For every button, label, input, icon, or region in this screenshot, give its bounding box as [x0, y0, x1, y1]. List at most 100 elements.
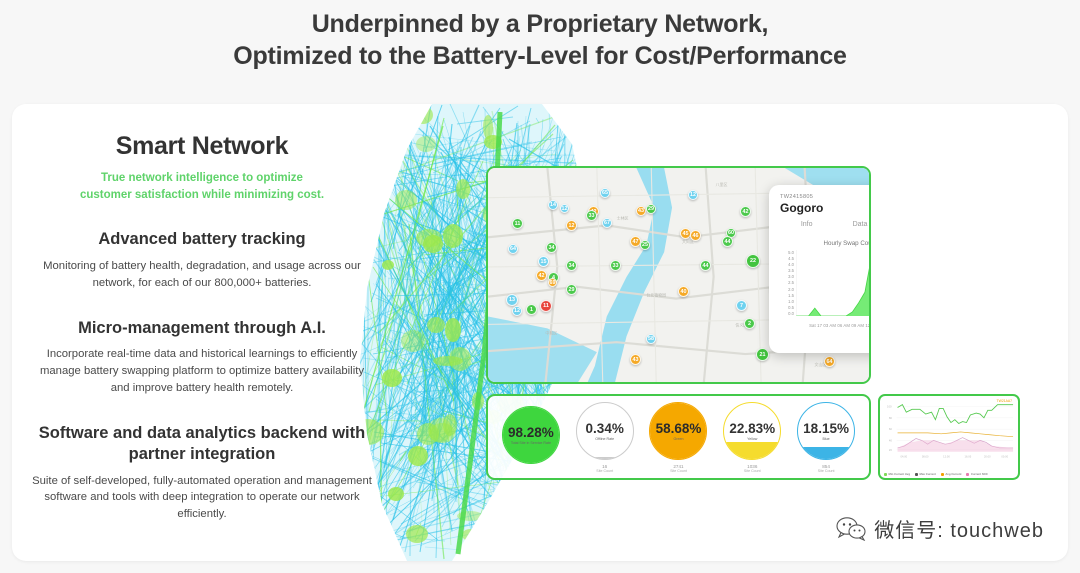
gauge-fill	[650, 402, 707, 459]
copy-tagline-line-1: True network intelligence to optimize	[101, 172, 303, 184]
map-marker[interactable]: 11	[540, 300, 552, 312]
stat-label: Yellow	[747, 436, 758, 441]
map-marker[interactable]: 34	[546, 242, 557, 253]
popup-tabs[interactable]: Info Data Chart	[780, 221, 869, 233]
stat-label: Total Site in Service Rate	[510, 441, 551, 445]
map-marker[interactable]: 22	[746, 254, 760, 268]
tab-data[interactable]: Data	[852, 221, 868, 228]
trend-legend: Min Current Avg Max Current Avg Current …	[884, 472, 1014, 476]
svg-text:中和区: 中和区	[545, 330, 557, 335]
gauge-fill	[798, 447, 855, 459]
map-marker[interactable]: 64	[824, 356, 835, 367]
stat-green[interactable]: 58.68% Green 2741 Site Count	[649, 401, 708, 473]
map-marker[interactable]: 29	[566, 284, 577, 295]
stat-offline[interactable]: 0.34% Offline Rate 16 Site Count	[575, 401, 634, 473]
map-marker[interactable]: 46	[690, 230, 701, 241]
map-marker[interactable]: 42	[740, 206, 751, 217]
svg-text:60: 60	[889, 427, 893, 431]
copy-column: Smart Network True network intelligence …	[32, 132, 372, 523]
map-marker[interactable]: 67	[602, 218, 612, 228]
chart-plot	[796, 250, 869, 316]
map-marker[interactable]: 2	[744, 318, 755, 329]
watermark: 微信号: touchweb	[836, 514, 1044, 543]
stats-panel: 98.28% Total Site in Service Rate 0.34% …	[486, 394, 871, 480]
page-title: Underpinned by a Proprietary Network, Op…	[0, 0, 1080, 72]
chart-title: Hourly Swap Count In Day	[823, 240, 869, 247]
map-marker[interactable]: 65	[600, 188, 610, 198]
legend-label: Min Current Avg	[888, 472, 911, 476]
content-card: Smart Network True network intelligence …	[12, 104, 1068, 561]
map-marker[interactable]: 34	[566, 260, 577, 271]
stat-yellow[interactable]: 22.83% Yellow 1036 Site Count	[723, 401, 782, 473]
watermark-text: 微信号: touchweb	[874, 520, 1044, 542]
station-detail-popup[interactable]: TW2415805 Gogoro ✕ Info Data Chart Hourl…	[769, 185, 871, 353]
map-marker[interactable]: 69	[548, 278, 557, 287]
map-marker[interactable]: 12	[560, 204, 569, 213]
chart-y-axis: 5.0 4.5 4.0 3.5 3.0 2.5 2.0 1.5 1.0 0.5 0.0	[788, 250, 794, 316]
chart-x-axis: Sat 17 03 AM 06 AM 09 AM 12 PM 03 PM 06 …	[809, 323, 871, 328]
feature-block-micro-management: Micro-management through A.I. Incorporat…	[32, 318, 372, 397]
feature-body: Incorporate real-time data and historica…	[39, 348, 364, 395]
stat-count: 2741	[673, 463, 684, 469]
stat-label: Green	[673, 436, 684, 441]
map-marker[interactable]: 64	[508, 244, 518, 254]
copy-tagline: True network intelligence to optimize cu…	[32, 170, 372, 203]
map-marker[interactable]: 11	[512, 218, 523, 229]
map-marker[interactable]: 25	[640, 240, 650, 250]
svg-text:12:00: 12:00	[943, 455, 950, 458]
map-marker[interactable]: 43	[636, 206, 646, 216]
map-marker[interactable]: 12	[566, 220, 577, 231]
map-marker[interactable]: 7	[736, 300, 747, 311]
tab-info[interactable]: Info	[800, 221, 813, 228]
map-marker[interactable]: 14	[548, 200, 558, 210]
stat-label: Blue	[822, 436, 830, 441]
station-title: Gogoro	[780, 201, 824, 215]
stat-value: 58.68%	[655, 420, 702, 436]
svg-text:20: 20	[889, 448, 893, 452]
stat-count-label: Site Count	[596, 468, 614, 473]
stat-count: 1036	[747, 463, 758, 469]
copy-tagline-line-2: customer satisfaction while minimizing c…	[79, 188, 325, 201]
map-marker[interactable]: 33	[586, 210, 597, 221]
map-marker[interactable]: 40	[678, 286, 689, 297]
page-title-line-2: Optimized to the Battery-Level for Cost/…	[233, 42, 847, 70]
legend-label: Max Current	[919, 472, 936, 476]
legend-item: Avg Current	[940, 472, 961, 476]
map-marker[interactable]: 44	[722, 236, 733, 247]
stat-count: 16	[602, 463, 608, 469]
gauge: 0.34% Offline Rate	[575, 401, 634, 460]
stat-count-label: Site Count	[670, 468, 687, 473]
map-marker[interactable]: 42	[536, 270, 547, 281]
swap-count-chart: 5.0 4.5 4.0 3.5 3.0 2.5 2.0 1.5 1.0 0.5 0.0 Sat 17…	[780, 250, 871, 328]
svg-text:文山区: 文山区	[815, 362, 827, 367]
map-marker[interactable]: 58	[646, 334, 656, 344]
feature-block-battery-tracking: Advanced battery tracking Monitoring of …	[32, 229, 372, 292]
svg-text:40: 40	[889, 438, 893, 442]
svg-text:100: 100	[887, 405, 892, 409]
map-marker[interactable]: 1	[526, 304, 537, 315]
stat-in-service[interactable]: 98.28% Total Site in Service Rate	[501, 406, 560, 468]
map-marker[interactable]: 13	[506, 294, 518, 306]
copy-title: Smart Network	[115, 132, 289, 160]
map-marker[interactable]: 29	[646, 204, 656, 214]
gauge-fill	[724, 441, 781, 459]
map-marker[interactable]: 44	[700, 260, 711, 271]
svg-text:大同区: 大同区	[682, 239, 694, 244]
map-marker[interactable]: 12	[688, 190, 698, 200]
svg-text:信义区: 信义区	[735, 322, 747, 327]
gauge: 18.15% Blue	[797, 401, 856, 460]
map-marker[interactable]: 12	[512, 306, 522, 316]
map-marker[interactable]: 21	[756, 348, 769, 361]
battery-trend-panel[interactable]: TW21AA7 100 80 60 40 20 04:00 08:00 12:00 16:…	[878, 394, 1020, 480]
feature-body: Monitoring of battery health, degradatio…	[43, 259, 361, 289]
stat-value: 18.15%	[803, 420, 849, 436]
stat-label: Offline Rate	[595, 436, 615, 441]
map-marker[interactable]: 33	[610, 260, 621, 271]
legend-item: Min Current Avg	[884, 472, 910, 476]
stat-blue[interactable]: 18.15% Blue 854 Site Count	[797, 401, 856, 473]
map-marker[interactable]: 43	[630, 354, 641, 365]
map-marker[interactable]: 15	[538, 256, 549, 267]
feature-heading: Software and data analytics backend with…	[38, 424, 366, 463]
feature-heading: Advanced battery tracking	[98, 230, 306, 249]
